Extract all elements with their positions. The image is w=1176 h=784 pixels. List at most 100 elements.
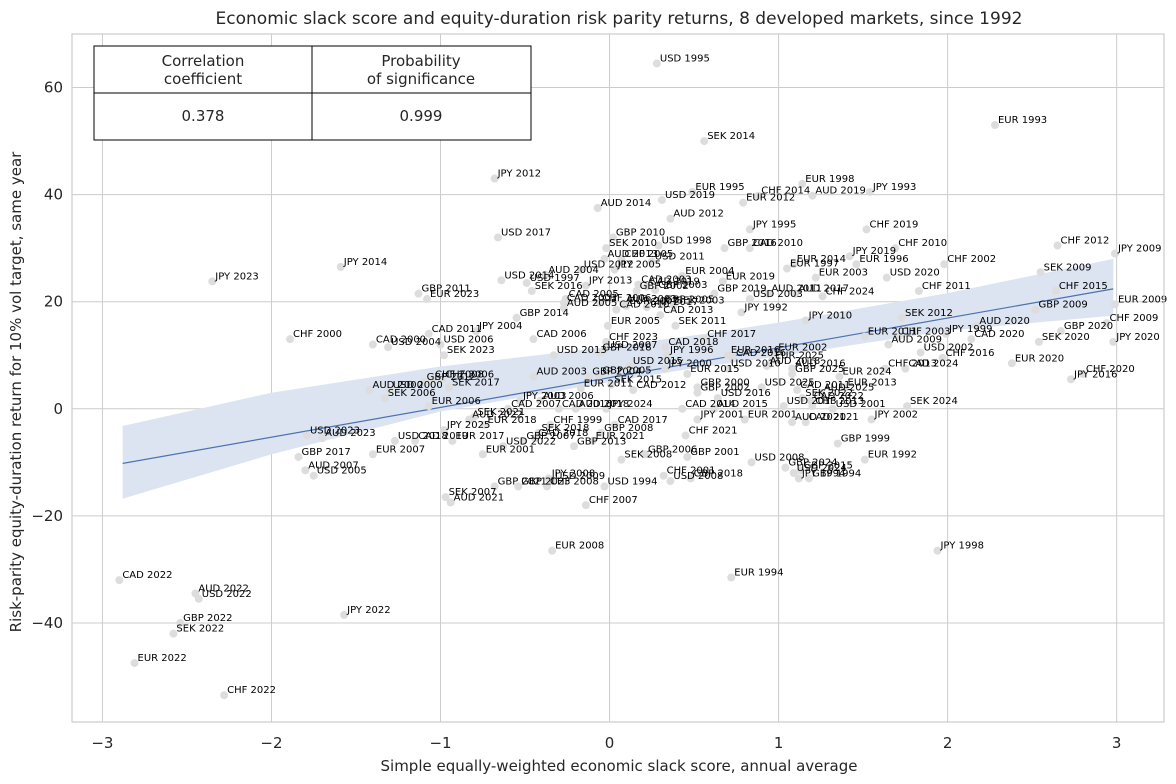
point-label: EUR 2014 bbox=[797, 254, 846, 265]
point-label: JPY 2001 bbox=[699, 409, 744, 420]
point-label: GBP 2002 bbox=[700, 383, 749, 394]
data-point bbox=[651, 285, 660, 294]
point-label: CHF 2008 bbox=[435, 369, 484, 380]
point-label: AUD 2005 bbox=[567, 298, 618, 309]
point-label: CHF 2020 bbox=[1086, 364, 1135, 375]
point-label: CHF 2005 bbox=[624, 249, 673, 260]
data-point bbox=[894, 332, 903, 341]
point-label: GBP 2020 bbox=[1064, 321, 1113, 332]
point-label: CHF 2007 bbox=[589, 495, 638, 506]
point-label: JPY 1995 bbox=[752, 219, 797, 230]
point-label: AUD 2023 bbox=[325, 428, 376, 439]
point-label: CHF 1999 bbox=[553, 415, 602, 426]
x-axis-label: Simple equally-weighted economic slack s… bbox=[381, 757, 858, 775]
point-label: USD 2003 bbox=[753, 289, 803, 300]
point-label: GBP 2006 bbox=[648, 444, 697, 455]
data-point bbox=[641, 450, 650, 459]
point-label: CAD 2019 bbox=[418, 431, 468, 442]
point-label: CAD 2022 bbox=[122, 570, 172, 581]
data-point bbox=[424, 402, 433, 411]
point-label: JPY 2020 bbox=[1115, 332, 1160, 343]
data-point bbox=[465, 415, 474, 424]
data-point bbox=[718, 277, 727, 286]
point-label: AUD 2022 bbox=[198, 584, 249, 595]
point-label: JPY 2002 bbox=[874, 409, 919, 420]
point-label: GBP 2001 bbox=[690, 447, 739, 458]
data-point bbox=[661, 364, 670, 373]
data-point bbox=[490, 482, 499, 491]
data-point bbox=[480, 420, 489, 429]
data-point bbox=[493, 233, 502, 242]
data-point bbox=[666, 214, 675, 223]
point-label: SEK 2011 bbox=[678, 316, 726, 327]
data-point bbox=[380, 394, 389, 403]
data-point bbox=[439, 351, 448, 360]
point-label: USD 2015 bbox=[633, 356, 683, 367]
x-tick-label: 3 bbox=[1112, 734, 1122, 752]
y-axis-label: Risk-parity equity-duration return for 1… bbox=[7, 151, 25, 632]
data-point bbox=[634, 280, 643, 289]
point-label: USD 2023 bbox=[310, 426, 360, 437]
point-label: AUD 2019 bbox=[815, 186, 866, 197]
data-point bbox=[860, 455, 869, 464]
data-point bbox=[546, 420, 555, 429]
point-label: CHF 2011 bbox=[922, 281, 971, 292]
data-point bbox=[593, 204, 602, 213]
point-label: USD 2001 bbox=[836, 399, 886, 410]
data-point bbox=[745, 225, 754, 234]
point-label: JPY 1993 bbox=[872, 182, 917, 193]
point-label: SEK 2022 bbox=[805, 388, 853, 399]
data-point bbox=[576, 265, 585, 274]
point-label: CAD 2016 bbox=[736, 348, 786, 359]
point-label: SEK 2015 bbox=[614, 375, 662, 386]
point-label: CHF 2024 bbox=[826, 286, 875, 297]
point-label: SEK 2006 bbox=[388, 388, 436, 399]
point-label: EUR 2008 bbox=[555, 541, 604, 552]
point-label: CHF 2017 bbox=[707, 329, 756, 340]
point-label: JPY 1994 bbox=[801, 468, 846, 479]
data-point bbox=[678, 272, 687, 281]
data-point bbox=[428, 375, 437, 384]
data-point bbox=[602, 244, 611, 253]
point-label: SEK 2022 bbox=[176, 624, 224, 635]
point-label: AUD 2009 bbox=[891, 335, 942, 346]
point-label: GBP 2019 bbox=[717, 284, 766, 295]
point-label: AUD 2012 bbox=[673, 209, 724, 220]
point-label: CHF 2016 bbox=[946, 348, 995, 359]
point-label: CHF 2009 bbox=[1110, 313, 1159, 324]
data-point bbox=[597, 428, 606, 437]
data-point bbox=[1051, 286, 1060, 295]
data-point bbox=[504, 404, 513, 413]
point-label: SEK 2014 bbox=[707, 131, 755, 142]
point-label: CHF 2022 bbox=[227, 685, 276, 696]
data-point bbox=[340, 610, 349, 619]
stats-header-line: Probability bbox=[381, 52, 460, 70]
data-point bbox=[286, 335, 295, 344]
data-point bbox=[1031, 305, 1040, 314]
point-label: JPY 2010 bbox=[808, 310, 853, 321]
point-label: AUD 2006 bbox=[543, 391, 594, 402]
data-point bbox=[1110, 300, 1119, 309]
point-label: JPY 2022 bbox=[346, 605, 391, 616]
point-label: EUR 1996 bbox=[859, 254, 908, 265]
point-label: CAD 2010 bbox=[619, 300, 669, 311]
point-label: CHF 2021 bbox=[689, 426, 738, 437]
data-point bbox=[478, 450, 487, 459]
data-point bbox=[130, 659, 139, 668]
point-label: AUD 2015 bbox=[717, 399, 768, 410]
point-label: USD 2016 bbox=[721, 388, 771, 399]
stats-header-line: of significance bbox=[367, 70, 475, 88]
data-point bbox=[728, 353, 737, 362]
data-point bbox=[757, 383, 766, 392]
point-label: AUD 2018 bbox=[579, 399, 630, 410]
point-label: USD 2006 bbox=[444, 335, 494, 346]
data-point bbox=[811, 273, 820, 282]
data-point bbox=[762, 361, 771, 370]
data-point bbox=[727, 573, 736, 582]
point-label: USD 2011 bbox=[655, 252, 705, 263]
point-label: USD 2005 bbox=[317, 466, 367, 477]
data-point bbox=[901, 364, 910, 373]
data-point bbox=[788, 369, 797, 378]
point-label: GBP 2005 bbox=[602, 366, 651, 377]
point-label: GBP 1994 bbox=[812, 468, 861, 479]
